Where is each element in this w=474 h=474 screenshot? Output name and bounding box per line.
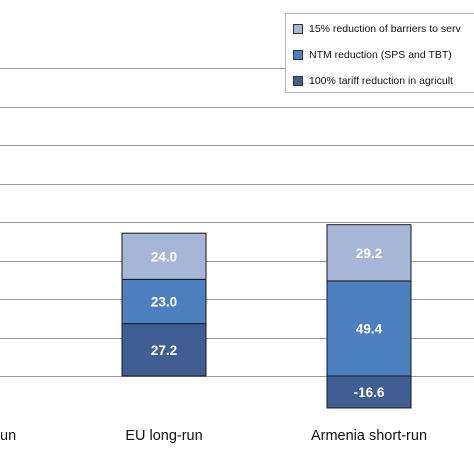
bar-group [121, 224, 412, 409]
data-label: 29.2 [356, 246, 382, 261]
bar-segment [121, 232, 207, 280]
legend-swatch-services [293, 24, 303, 34]
data-label: 24.0 [151, 249, 177, 264]
legend-label-ntm: NTM reduction (SPS and TBT) [309, 49, 452, 61]
legend-label-services: 15% reduction of barriers to serv [309, 23, 461, 35]
data-label: -16.6 [354, 385, 385, 400]
x-axis-labels: un EU long-run Armenia short-run [0, 428, 427, 444]
legend: 15% reduction of barriers to serv NTM re… [285, 13, 474, 93]
bar-segment [121, 323, 207, 377]
legend-item: 15% reduction of barriers to serv [293, 20, 461, 38]
legend-item: 100% tariff reduction in agricult [293, 72, 453, 90]
bar-segment [326, 224, 412, 282]
bar-segment [326, 375, 412, 409]
legend-label-tariff: 100% tariff reduction in agricult [309, 75, 453, 87]
data-label: 49.4 [356, 321, 383, 336]
data-label: 23.0 [151, 295, 177, 310]
x-tick-label: EU long-run [125, 428, 202, 444]
bar-segment [326, 280, 412, 377]
bar-segment [121, 278, 207, 325]
legend-item: NTM reduction (SPS and TBT) [293, 46, 452, 64]
gridlines [0, 68, 474, 377]
legend-swatch-ntm [293, 50, 303, 60]
data-label-group: 27.2 23.0 24.0 -16.6 49.4 29.2 [151, 246, 385, 400]
data-label: 27.2 [151, 343, 177, 358]
x-tick-label: un [0, 428, 16, 444]
legend-swatch-tariff [293, 76, 303, 86]
x-tick-label: Armenia short-run [311, 428, 427, 444]
